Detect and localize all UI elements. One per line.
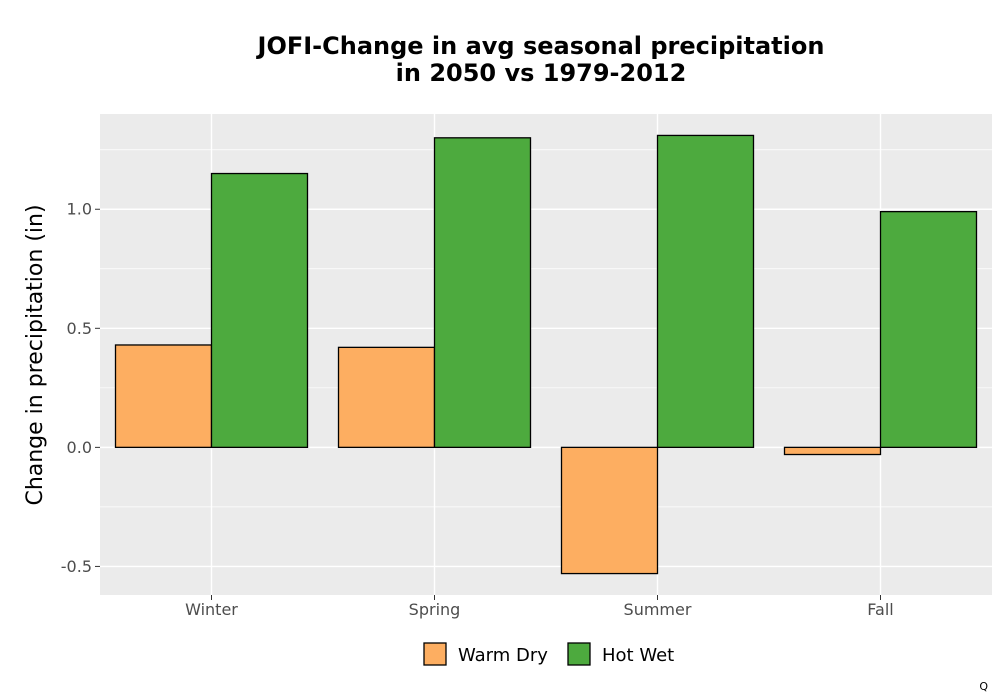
chart-title: JOFI-Change in avg seasonal precipitatio… [256,32,825,87]
legend-label-hot-wet: Hot Wet [602,645,674,666]
legend: Warm Dry Hot Wet [423,642,674,666]
x-tick-label: Fall [867,600,893,619]
y-axis-label: Change in precipitation (in) [23,204,48,505]
bar-warm-dry-fall [783,446,882,456]
y-tick-label: 1.0 [67,200,92,219]
bar-hot-wet-fall [879,210,978,449]
y-tick-label: 0.0 [67,438,92,457]
x-tick-label: Winter [185,600,238,619]
y-tick-label: 0.5 [67,319,92,338]
legend-swatch-warm-dry [423,642,447,666]
bars [114,134,978,575]
legend-label-warm-dry: Warm Dry [458,645,548,666]
bar-hot-wet-winter [210,172,309,449]
y-axis-ticks: -0.5 0.0 0.5 1.0 [61,200,100,576]
chart-title-line-1: JOFI-Change in avg seasonal precipitatio… [256,32,825,60]
bar-hot-wet-spring [433,137,532,449]
bar-warm-dry-spring [337,346,436,449]
y-tick-label: -0.5 [61,557,92,576]
footnote: Q [979,680,988,693]
x-tick-label: Summer [624,600,692,619]
bar-warm-dry-winter [114,344,213,449]
bar-warm-dry-summer [560,446,659,575]
bar-hot-wet-summer [656,134,755,449]
x-axis-ticks: Winter Spring Summer Fall [185,595,894,619]
legend-swatch-hot-wet [567,642,591,666]
chart-title-line-2: in 2050 vs 1979-2012 [396,59,687,87]
x-tick-label: Spring [409,600,461,619]
